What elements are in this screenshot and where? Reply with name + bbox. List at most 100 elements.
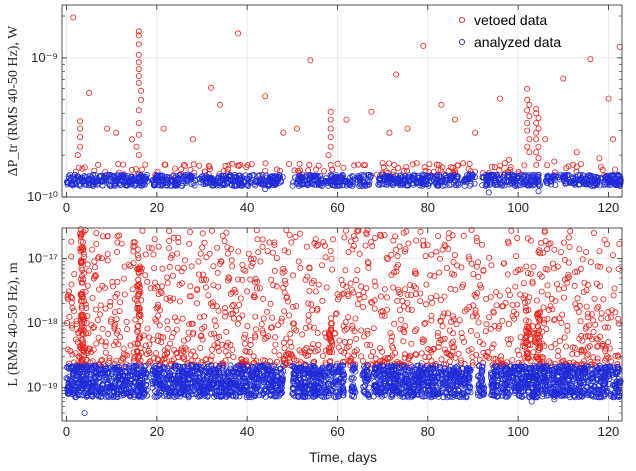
vetoed-point	[571, 282, 578, 289]
analyzed-point	[92, 389, 99, 396]
vetoed-point	[95, 255, 102, 262]
analyzed-point	[175, 372, 182, 379]
vetoed-point	[533, 161, 540, 168]
vetoed-point	[84, 282, 91, 289]
analyzed-point	[591, 182, 598, 189]
vetoed-point	[89, 294, 96, 301]
vetoed-point	[206, 163, 213, 170]
vetoed-point	[466, 256, 473, 263]
vetoed-point	[186, 321, 193, 328]
vetoed-point	[594, 355, 601, 362]
vetoed-point	[408, 306, 415, 313]
vetoed-point	[150, 251, 157, 258]
vetoed-point	[523, 263, 530, 270]
vetoed-point	[312, 236, 319, 243]
vetoed-point	[436, 255, 443, 262]
vetoed-point	[156, 322, 163, 329]
vetoed-point	[127, 342, 134, 349]
analyzed-point	[321, 379, 328, 386]
analyzed-point	[302, 365, 309, 372]
vetoed-point	[173, 317, 180, 324]
vetoed-point	[417, 290, 424, 297]
analyzed-point	[562, 180, 569, 187]
vetoed-point	[343, 283, 350, 290]
vetoed-point	[268, 276, 275, 283]
vetoed-point	[247, 341, 254, 348]
analyzed-point	[339, 386, 346, 393]
vetoed-point	[611, 285, 618, 292]
vetoed-point	[544, 291, 551, 298]
vetoed-point	[537, 250, 544, 257]
analyzed-point	[141, 181, 148, 188]
analyzed-point	[122, 363, 129, 370]
analyzed-point	[231, 171, 238, 178]
vetoed-point	[224, 277, 231, 284]
vetoed-point	[114, 248, 121, 255]
vetoed-point	[402, 246, 409, 253]
vetoed-point	[443, 264, 450, 271]
vetoed-point	[89, 325, 96, 332]
vetoed-point	[111, 325, 118, 332]
vetoed-point	[385, 355, 392, 362]
vetoed-point	[530, 349, 537, 356]
vetoed-point	[68, 281, 75, 288]
vetoed-point	[349, 325, 356, 332]
vetoed-point	[362, 242, 369, 249]
vetoed-point	[565, 234, 572, 241]
vetoed-point	[427, 272, 434, 279]
analyzed-point	[582, 175, 589, 182]
analyzed-point	[153, 380, 160, 387]
analyzed-point	[363, 366, 370, 373]
analyzed-point	[396, 181, 403, 188]
vetoed-point	[232, 289, 239, 296]
vetoed-point	[368, 108, 375, 115]
analyzed-point	[119, 173, 126, 180]
vetoed-point	[536, 333, 543, 340]
vetoed-point	[500, 303, 507, 310]
analyzed-point	[199, 382, 206, 389]
vetoed-point	[135, 131, 142, 138]
vetoed-point	[393, 246, 400, 253]
analyzed-point	[561, 172, 568, 179]
vetoed-point	[390, 284, 397, 291]
vetoed-point	[442, 361, 449, 368]
vetoed-point	[310, 324, 317, 331]
vetoed-point	[164, 325, 171, 332]
analyzed-point	[87, 375, 94, 382]
vetoed-point	[115, 341, 122, 348]
vetoed-point	[605, 95, 612, 102]
vetoed-point	[356, 295, 363, 302]
vetoed-point	[235, 248, 242, 255]
vetoed-point	[345, 249, 352, 256]
vetoed-point	[79, 273, 86, 280]
analyzed-point	[307, 179, 314, 186]
vetoed-point	[421, 164, 428, 171]
analyzed-point	[179, 369, 186, 376]
vetoed-point	[533, 105, 540, 112]
vetoed-point	[113, 129, 120, 136]
analyzed-point	[215, 364, 222, 371]
vetoed-point	[571, 344, 578, 351]
vetoed-point	[301, 350, 308, 357]
analyzed-point	[235, 388, 242, 395]
vetoed-point	[605, 324, 612, 331]
vetoed-point	[385, 160, 392, 167]
analyzed-point	[101, 391, 108, 398]
vetoed-point	[380, 164, 387, 171]
analyzed-point	[442, 177, 449, 184]
vetoed-point	[475, 273, 482, 280]
vetoed-point	[465, 347, 472, 354]
vetoed-point	[90, 275, 97, 282]
vetoed-point	[72, 350, 79, 357]
vetoed-point	[135, 255, 142, 262]
vetoed-point	[523, 348, 530, 355]
analyzed-point	[160, 176, 167, 183]
vetoed-point	[412, 291, 419, 298]
analyzed-point	[96, 365, 103, 372]
vetoed-point	[250, 353, 257, 360]
vetoed-point	[308, 301, 315, 308]
vetoed-point	[364, 327, 371, 334]
vetoed-point	[544, 162, 551, 169]
vetoed-point	[292, 233, 299, 240]
